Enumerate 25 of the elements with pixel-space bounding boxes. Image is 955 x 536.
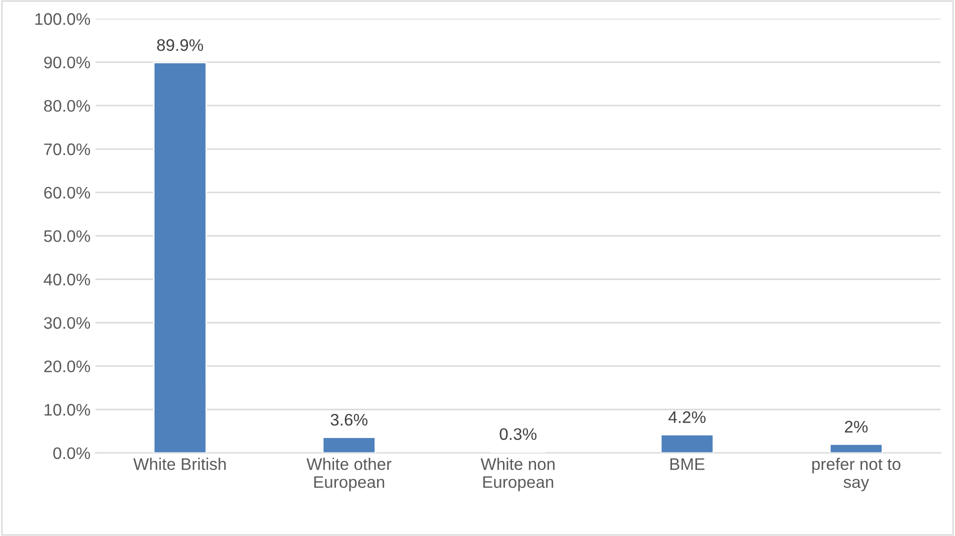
x-tick-label: BME	[670, 458, 704, 470]
x-tick-label: prefer not to say	[812, 458, 900, 492]
x-tick-label: White other European	[306, 458, 392, 492]
data-label: 2%	[844, 420, 868, 433]
y-tick-label: 50.0%	[44, 230, 90, 242]
y-tick-label: 30.0%	[44, 317, 90, 329]
y-tick-label: 20.0%	[44, 360, 90, 372]
y-tick-label: 100.0%	[35, 13, 90, 25]
bar	[153, 62, 207, 453]
y-tick-label: 60.0%	[44, 186, 90, 199]
data-label: 89.9%	[157, 39, 204, 51]
y-tick-label: 80.0%	[44, 100, 90, 112]
y-tick-label: 70.0%	[44, 143, 90, 156]
y-tick-label: 40.0%	[44, 274, 90, 286]
y-tick-label: 10.0%	[44, 404, 90, 416]
data-label: 3.6%	[330, 414, 368, 426]
x-tick-label: White British	[133, 458, 226, 470]
y-tick-label: 90.0%	[44, 56, 90, 68]
bar	[829, 444, 884, 453]
x-tick-label: White non European	[480, 458, 555, 492]
bar	[322, 436, 376, 453]
data-label: 0.3%	[500, 428, 536, 440]
data-label: 4.2%	[668, 411, 706, 423]
y-tick-label: 0.0%	[53, 447, 90, 460]
bar	[660, 434, 714, 453]
